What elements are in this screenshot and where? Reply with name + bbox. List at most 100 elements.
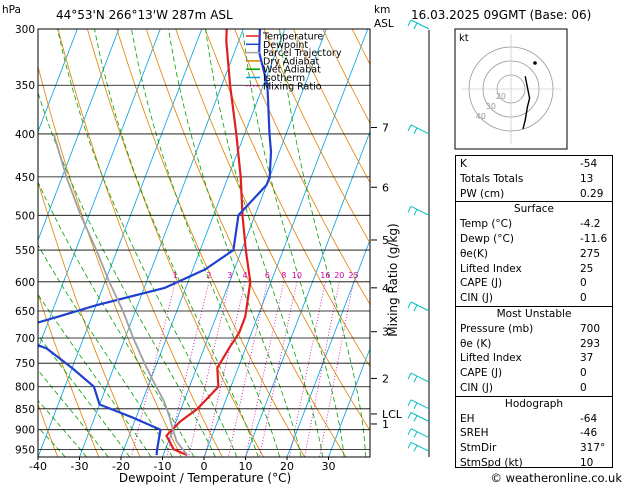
index-value: -54 (580, 158, 598, 170)
km-tick-label: 4 (382, 282, 389, 295)
background-lines (38, 29, 629, 457)
wind-barb (407, 301, 430, 312)
mixing-ratio-line (289, 281, 326, 457)
index-label: Temp (°C) (460, 218, 513, 231)
legend-entry: Wet Adiabat (263, 65, 321, 76)
pressure-tick-label: 600 (15, 277, 35, 289)
dry-adiabat-line (116, 29, 305, 457)
index-label: Lifted Index (460, 352, 522, 365)
index-row: CAPE (J) 0 (456, 276, 612, 291)
storm-motion-marker (533, 61, 537, 65)
index-row: θe(K) 275 (456, 247, 612, 262)
index-section-row: Most Unstable (456, 305, 612, 322)
wind-barb (407, 412, 430, 422)
index-row: StmSpd (kt) 10 (456, 456, 612, 471)
pressure-tick-label: 950 (15, 444, 35, 456)
index-label: Totals Totals (460, 172, 524, 185)
index-section-row: Surface (456, 201, 612, 218)
asl-unit-label: ASL (374, 18, 394, 30)
index-row: SREH -46 (456, 426, 612, 441)
index-label: Pressure (mb) (460, 322, 534, 335)
pressure-tick-label: 550 (15, 245, 35, 257)
wind-barbs (407, 19, 430, 452)
mixing-ratio-label: 8 (281, 271, 286, 280)
pressure-tick-label: 650 (15, 306, 35, 318)
wet-adiabat-line (131, 29, 281, 457)
index-label: StmDir (460, 442, 497, 455)
credit-label: © weatheronline.co.uk (490, 471, 622, 485)
isotherm-line (245, 130, 370, 457)
isotherm-line (203, 29, 369, 457)
isotherm-line (38, 29, 120, 242)
hodograph-trace (522, 76, 531, 130)
index-value: 275 (580, 247, 601, 260)
index-row: CIN (J) 0 (456, 291, 612, 306)
mixing-ratio-line (166, 281, 210, 457)
isotherm-line (286, 239, 370, 457)
dry-adiabat-line (234, 29, 370, 306)
dry-adiabat-line (38, 403, 59, 457)
x-axis-label: Dewpoint / Temperature (°C) (119, 471, 291, 485)
dry-adiabat-line (87, 29, 264, 457)
wet-adiabat-line (279, 29, 366, 457)
mixing-ratio-line (131, 281, 176, 457)
dry-adiabat-line (617, 29, 629, 457)
index-label: CAPE (J) (460, 277, 503, 290)
index-value: 317° (580, 442, 606, 455)
mixing-ratio-line (259, 281, 298, 457)
legend-entry: Dewpoint (263, 40, 308, 51)
index-row: K -54 (456, 157, 612, 172)
index-row: Pressure (mb) 700 (456, 322, 612, 337)
indices-panel: K -54 Totals Totals 13 PW (cm) 0.29 Surface Tem… (455, 155, 613, 471)
index-row: CIN (J) 0 (456, 381, 612, 396)
wind-barb (407, 428, 430, 439)
wet-adiabat-line (57, 29, 238, 457)
temperature-line (165, 29, 252, 457)
km-unit-label: km (374, 4, 390, 16)
wind-barb (407, 372, 430, 383)
pressure-tick-label: 300 (15, 24, 35, 36)
legend-entry: Isotherm (263, 73, 305, 84)
wet-adiabat-line (38, 369, 109, 457)
km-tick-label: 6 (382, 181, 389, 194)
mixing-ratio-labels: 1 2 3 4 6 8 10 16 20 25 (173, 271, 359, 280)
index-row: CAPE (J) 0 (456, 366, 612, 381)
dry-adiabat-line (175, 29, 370, 432)
dry-adiabat-line (293, 29, 370, 184)
parcel-trajectory-line (52, 133, 189, 456)
pressure-tick-label: 450 (15, 172, 35, 184)
wet-adiabat-line (242, 29, 345, 457)
wet-adiabat-line (205, 29, 323, 457)
index-row: PW (cm) 0.29 (456, 187, 612, 202)
index-label: θe(K) (460, 247, 488, 260)
dry-adiabat-line (145, 29, 347, 457)
wet-adiabat-line (38, 91, 216, 457)
index-row: θe (K) 293 (456, 337, 612, 352)
legend-entry: Dry Adiabat (263, 56, 320, 67)
hpa-unit-label: hPa (2, 4, 21, 16)
isotherm-line (120, 29, 286, 457)
dry-adiabat-line (38, 292, 100, 457)
hodograph-ring-label: 30 (486, 102, 496, 111)
wind-barb (407, 19, 430, 30)
pressure-tick-label: 800 (15, 382, 35, 394)
index-value: -4.2 (580, 218, 601, 231)
index-section-title: Most Unstable (456, 305, 612, 322)
mixing-ratio-label: 4 (243, 271, 248, 280)
hodograph-kt-label: kt (459, 33, 469, 44)
legend-entry: Mixing Ratio (263, 81, 322, 92)
index-label: EH (460, 412, 475, 425)
km-tick-label: 3 (382, 326, 389, 339)
temperature-tick-labels: -40 -30 -20 -10 0 10 20 30 (29, 457, 336, 473)
wet-adiabat-line (94, 29, 259, 457)
index-row: Dewp (°C) -11.6 (456, 232, 612, 247)
index-value: 13 (580, 172, 594, 185)
isotherm-line (38, 29, 78, 133)
index-value: 37 (580, 352, 594, 365)
index-section-title: Surface (456, 201, 612, 218)
mixing-ratio-label: 10 (292, 271, 302, 280)
km-tick-label: 2 (382, 372, 389, 385)
